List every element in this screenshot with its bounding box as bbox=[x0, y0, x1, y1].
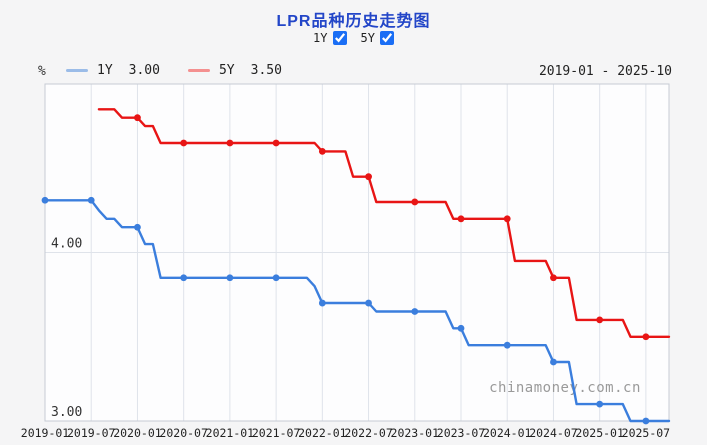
legend-row: % 1Y 3.00 5Y 3.50 2019-01 - 2025-10 bbox=[0, 63, 707, 81]
x-tick-label: 2020-07 bbox=[159, 426, 208, 440]
x-tick-label: 2022-01 bbox=[298, 426, 347, 440]
data-point-1y bbox=[365, 299, 372, 307]
series-toggle-controls: 1Y 5Y bbox=[0, 31, 707, 45]
data-point-5y bbox=[318, 148, 326, 155]
page-title: LPR品种历史走势图 bbox=[276, 13, 431, 30]
title-row: LPR品种历史走势图 bbox=[0, 7, 707, 31]
data-point-1y bbox=[503, 341, 511, 349]
data-point-1y bbox=[550, 358, 557, 366]
x-tick-label: 2024-01 bbox=[483, 426, 532, 440]
plot-border bbox=[44, 83, 670, 422]
data-point-1y bbox=[411, 308, 419, 315]
data-point-5y bbox=[365, 173, 372, 181]
legend-value-1y: 3.00 bbox=[128, 63, 160, 78]
data-point-5y bbox=[596, 316, 604, 324]
toggle-5y[interactable]: 5Y bbox=[361, 31, 394, 45]
legend-item-1y: 1Y 3.00 bbox=[66, 63, 160, 78]
y-tick-label: 4.00 bbox=[51, 237, 82, 252]
x-tick-label: 2019-07 bbox=[67, 426, 116, 440]
series-line-1y bbox=[43, 199, 671, 423]
legend-swatch-1y bbox=[66, 69, 88, 72]
legend-value-5y: 3.50 bbox=[250, 63, 282, 78]
data-point-5y bbox=[411, 198, 419, 206]
x-tick-label: 2023-01 bbox=[391, 426, 440, 440]
data-point-1y bbox=[41, 196, 49, 204]
data-point-1y bbox=[226, 274, 234, 282]
data-point-1y bbox=[134, 223, 141, 231]
data-point-1y bbox=[180, 274, 188, 282]
data-point-5y bbox=[180, 139, 188, 147]
checkbox-5y[interactable] bbox=[379, 31, 394, 45]
checkbox-1y[interactable] bbox=[332, 31, 347, 45]
toggle-1y-label: 1Y bbox=[313, 31, 328, 45]
data-point-1y bbox=[272, 274, 280, 282]
data-point-1y bbox=[457, 324, 465, 332]
x-tick-label: 2020-01 bbox=[113, 426, 162, 440]
series-line-5y bbox=[97, 108, 671, 338]
x-tick-label: 2025-07 bbox=[622, 426, 671, 440]
data-point-1y bbox=[596, 400, 604, 408]
date-range-label: 2019-01 - 2025-10 bbox=[538, 64, 672, 79]
x-tick-label: 2021-07 bbox=[252, 426, 301, 440]
toggle-1y[interactable]: 1Y bbox=[313, 31, 347, 45]
data-point-5y bbox=[503, 215, 511, 223]
toggle-5y-label: 5Y bbox=[360, 31, 375, 45]
data-point-5y bbox=[272, 139, 280, 147]
data-point-5y bbox=[550, 274, 557, 282]
data-point-5y bbox=[134, 114, 141, 122]
legend-item-5y: 5Y 3.50 bbox=[187, 63, 282, 78]
data-point-1y bbox=[318, 299, 326, 307]
data-point-5y bbox=[226, 139, 234, 147]
legend-label-1y: 1Y bbox=[97, 63, 113, 78]
x-tick-label: 2025-01 bbox=[575, 426, 624, 440]
data-point-5y bbox=[457, 215, 465, 223]
watermark: chinamoney.com.cn bbox=[489, 380, 641, 396]
x-tick-label: 2022-07 bbox=[344, 426, 393, 440]
legend-swatch-5y bbox=[187, 69, 210, 72]
x-tick-label: 2024-07 bbox=[529, 426, 578, 440]
y-tick-label: 3.00 bbox=[51, 405, 82, 420]
legend: 1Y 3.00 5Y 3.50 bbox=[66, 63, 282, 78]
x-tick-label: 2021-01 bbox=[206, 426, 255, 440]
legend-label-5y: 5Y bbox=[218, 63, 235, 78]
data-point-5y bbox=[642, 333, 650, 341]
data-point-1y bbox=[87, 196, 95, 204]
data-point-1y bbox=[642, 417, 650, 425]
x-tick-label: 2023-07 bbox=[437, 426, 486, 440]
y-axis-unit: % bbox=[38, 64, 46, 79]
x-tick-label: 2019-01 bbox=[21, 426, 70, 440]
